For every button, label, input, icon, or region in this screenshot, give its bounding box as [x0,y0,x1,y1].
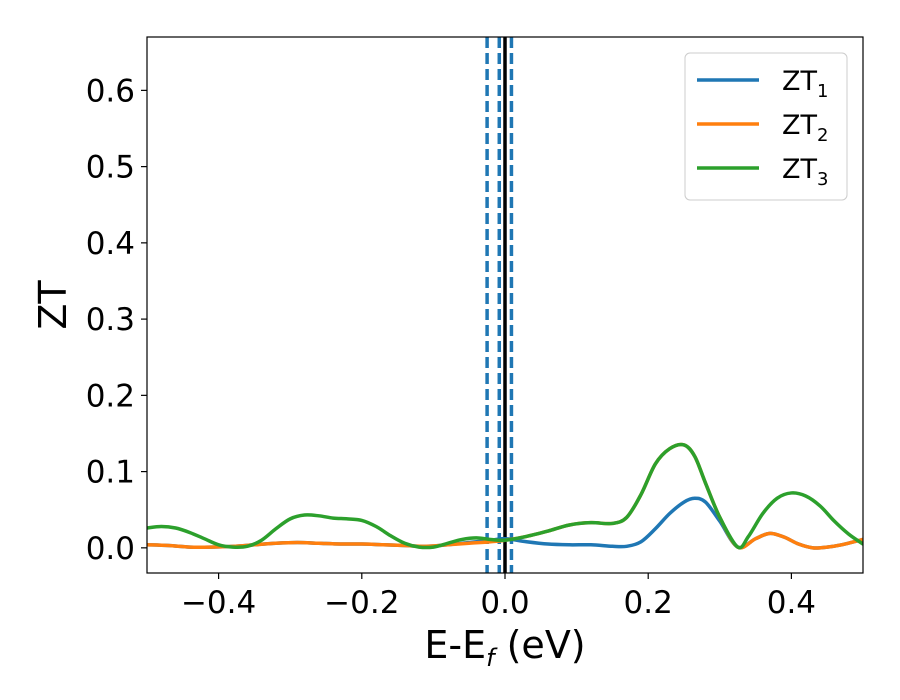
x-axis-ticks: −0.4 −0.2 0.0 0.2 0.4 [181,573,816,621]
x-tick-label: 0.4 [767,585,816,621]
x-tick-label: 0.2 [624,585,673,621]
legend-box [684,52,848,201]
y-axis-label: ZT [31,280,75,330]
y-tick-label: 0.5 [86,150,135,186]
y-tick-label: 0.0 [86,531,135,567]
x-axis-label-unit: (eV) [495,623,586,667]
x-tick-label: −0.2 [324,585,399,621]
y-tick-label: 0.4 [86,226,135,262]
legend-label-zt2: ZT2 [782,110,828,146]
vertical-markers [485,37,514,573]
y-axis-ticks: 0.0 0.1 0.2 0.3 0.4 0.5 0.6 [86,73,147,567]
legend: ZT1 ZT2 ZT3 [684,52,848,201]
legend-label-zt1: ZT1 [782,66,828,102]
series-lines [147,442,863,550]
series-line-zt3 [147,442,863,550]
x-axis-label: E-Ef (eV) [424,623,585,672]
x-tick-label: −0.4 [181,585,256,621]
y-tick-label: 0.6 [86,73,135,109]
x-tick-label: 0.0 [480,585,529,621]
y-tick-label: 0.3 [86,302,135,338]
y-tick-label: 0.1 [86,455,135,491]
y-tick-label: 0.2 [86,378,135,414]
legend-label-zt3: ZT3 [782,154,828,190]
x-axis-label-main: E-E [424,623,486,667]
